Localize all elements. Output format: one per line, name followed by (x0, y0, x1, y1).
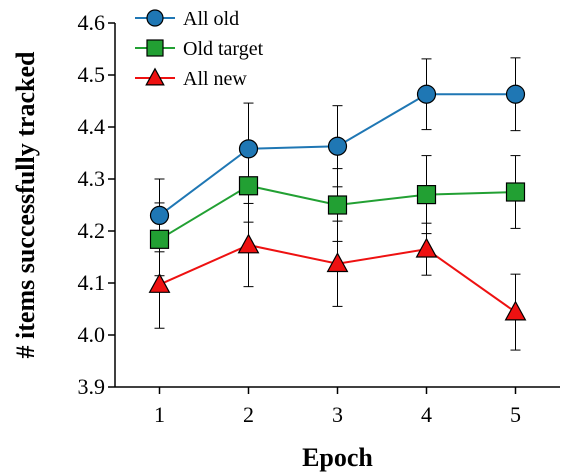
x-tick-label: 2 (243, 402, 254, 427)
y-tick-label: 4.0 (78, 322, 106, 347)
old-target-point (505, 182, 526, 202)
legend: All old Old target All new (135, 8, 264, 90)
old-target-point (327, 195, 348, 215)
y-tick-label: 4.3 (78, 166, 106, 191)
x-tick-label: 4 (421, 402, 432, 427)
x-tick-label: 3 (332, 402, 343, 427)
all-new-point (504, 300, 527, 321)
legend-marker-all-old (146, 9, 164, 27)
legend-marker-all-new (145, 67, 165, 86)
y-tick-label: 4.2 (78, 218, 106, 243)
all-new-point (326, 252, 349, 273)
old-target-point (149, 229, 170, 249)
series-markers (148, 84, 527, 321)
y-axis-label: # items successfully tracked (11, 51, 40, 358)
axes: 3.9 4.0 4.1 4.2 4.3 4.4 4.5 4.6 1 2 3 4 5 (78, 10, 560, 427)
legend-label-old-target: Old target (183, 38, 264, 60)
x-tick-label: 5 (510, 402, 521, 427)
old-target-point (238, 176, 259, 196)
y-tick-label: 4.6 (78, 10, 106, 35)
legend-label-all-new: All new (183, 68, 247, 90)
x-tick-label: 1 (154, 402, 165, 427)
all-old-point (327, 136, 348, 156)
legend-marker-old-target (146, 39, 164, 57)
all-old-point (416, 84, 437, 104)
y-tick-label: 4.1 (78, 270, 106, 295)
all-old-point (149, 205, 170, 225)
x-axis-label: Epoch (302, 443, 373, 472)
all-new-point (148, 272, 171, 293)
all-new-point (237, 233, 260, 254)
legend-label-all-old: All old (183, 8, 239, 30)
y-tick-label: 4.4 (78, 114, 106, 139)
all-old-point (505, 84, 526, 104)
y-tick-label: 3.9 (78, 374, 106, 399)
all-new-point (415, 237, 438, 258)
all-old-point (238, 139, 259, 159)
old-target-point (416, 185, 437, 205)
y-tick-label: 4.5 (78, 62, 106, 87)
